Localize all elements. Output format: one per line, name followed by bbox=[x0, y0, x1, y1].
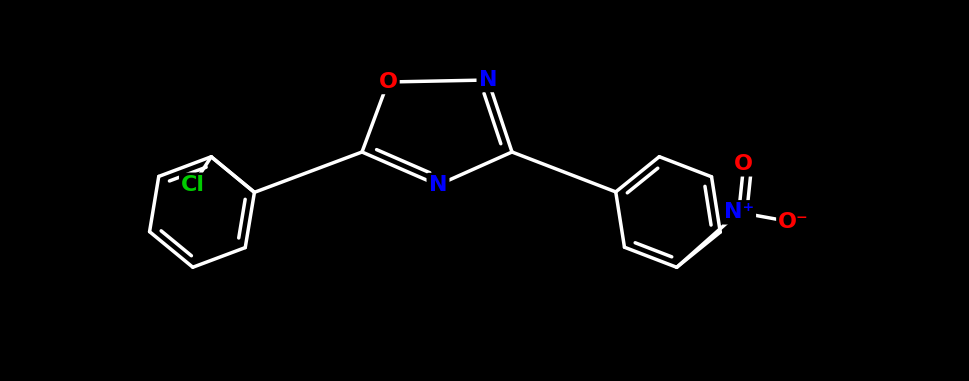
Text: O⁻: O⁻ bbox=[778, 212, 809, 232]
Text: N: N bbox=[479, 70, 497, 90]
Text: O: O bbox=[379, 72, 397, 92]
Text: O: O bbox=[735, 154, 753, 174]
Text: N: N bbox=[428, 175, 448, 195]
Text: N⁺: N⁺ bbox=[724, 202, 754, 223]
Text: Cl: Cl bbox=[181, 175, 205, 195]
